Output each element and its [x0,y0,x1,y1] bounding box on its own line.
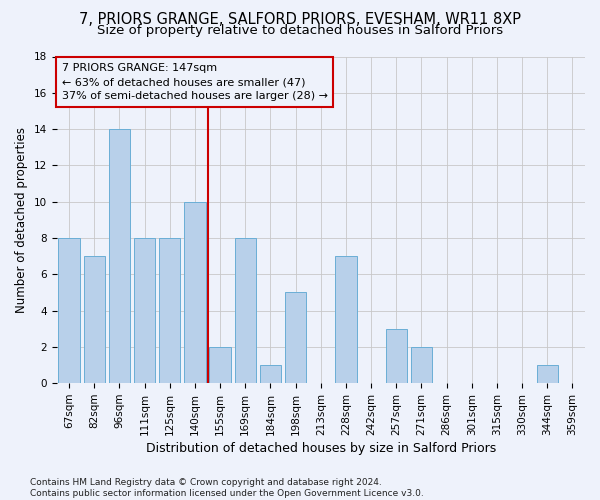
Bar [159,238,181,383]
Bar [335,256,356,383]
Bar [260,365,281,383]
Bar [58,238,80,383]
Text: Size of property relative to detached houses in Salford Priors: Size of property relative to detached ho… [97,24,503,37]
Text: 7, PRIORS GRANGE, SALFORD PRIORS, EVESHAM, WR11 8XP: 7, PRIORS GRANGE, SALFORD PRIORS, EVESHA… [79,12,521,28]
Bar [83,256,105,383]
Bar [536,365,558,383]
Bar [411,347,432,383]
Bar [235,238,256,383]
Bar [184,202,206,383]
Y-axis label: Number of detached properties: Number of detached properties [15,127,28,313]
Bar [285,292,306,383]
Text: 7 PRIORS GRANGE: 147sqm
← 63% of detached houses are smaller (47)
37% of semi-de: 7 PRIORS GRANGE: 147sqm ← 63% of detache… [62,63,328,101]
Text: Contains HM Land Registry data © Crown copyright and database right 2024.
Contai: Contains HM Land Registry data © Crown c… [30,478,424,498]
Bar [386,329,407,383]
X-axis label: Distribution of detached houses by size in Salford Priors: Distribution of detached houses by size … [146,442,496,455]
Bar [209,347,231,383]
Bar [109,129,130,383]
Bar [134,238,155,383]
